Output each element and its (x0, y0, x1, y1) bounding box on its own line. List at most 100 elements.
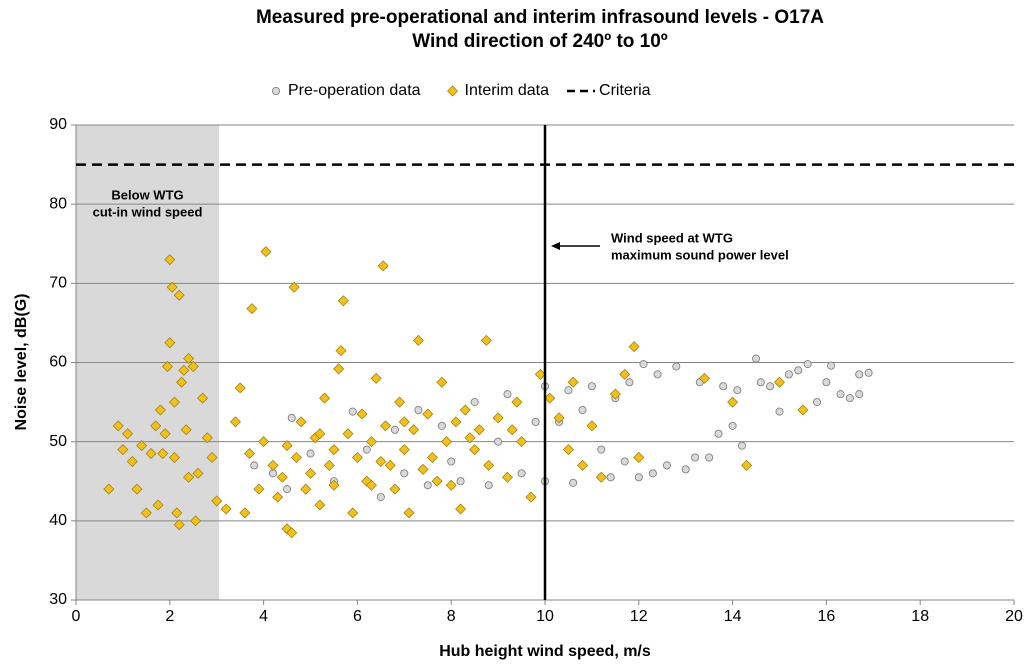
x-tick-label: 0 (72, 608, 81, 625)
data-point (347, 507, 359, 519)
data-point (131, 483, 143, 495)
data-point (348, 407, 357, 416)
data-point (220, 503, 232, 515)
data-point (714, 429, 723, 438)
data-point (112, 420, 124, 432)
data-point (639, 360, 648, 369)
data-point (774, 376, 785, 388)
data-point (587, 382, 596, 391)
data-point (733, 386, 742, 395)
data-point (376, 493, 385, 502)
data-point (157, 448, 169, 460)
data-point (803, 360, 812, 369)
data-point (775, 407, 784, 416)
data-point (662, 461, 671, 470)
legend-label: Criteria (599, 82, 651, 99)
x-tick-label: 20 (1005, 608, 1023, 625)
data-point (534, 368, 546, 380)
data-point (306, 449, 315, 458)
data-point (606, 473, 615, 482)
data-point (473, 424, 485, 436)
data-point (197, 392, 209, 404)
data-point (281, 440, 293, 452)
data-point (705, 453, 714, 462)
data-point (154, 404, 166, 416)
data-point (380, 420, 392, 432)
data-point (752, 354, 761, 363)
data-point (403, 507, 415, 519)
data-point (531, 417, 540, 426)
data-point (426, 452, 438, 463)
data-point (431, 475, 443, 487)
data-point (544, 392, 556, 404)
data-point (305, 467, 316, 479)
data-point (503, 390, 512, 399)
data-point (183, 353, 195, 365)
data-point (176, 376, 188, 388)
legend-label: Pre-operation data (288, 82, 421, 99)
data-point (272, 491, 284, 503)
data-point (314, 499, 326, 511)
data-point (183, 471, 195, 483)
data-point (470, 398, 479, 407)
data-point (370, 372, 382, 384)
data-point (480, 334, 492, 346)
data-point (766, 382, 775, 391)
data-point (794, 366, 803, 375)
data-point (441, 436, 453, 448)
data-point (569, 478, 578, 487)
data-point (288, 281, 300, 293)
data-point (619, 368, 631, 380)
data-point (398, 416, 410, 428)
data-point (166, 281, 178, 293)
data-point (164, 337, 176, 349)
x-tick-label: 2 (165, 608, 174, 625)
data-point (459, 404, 471, 416)
data-point (672, 362, 681, 371)
data-point (567, 376, 579, 388)
data-point (648, 469, 657, 478)
data-point (365, 436, 377, 448)
data-point (103, 483, 115, 495)
data-point (516, 436, 528, 448)
data-point (813, 398, 822, 407)
data-point (855, 370, 864, 379)
data-point (719, 382, 728, 391)
data-point (319, 392, 331, 404)
data-point (267, 459, 279, 471)
data-point (314, 428, 326, 440)
data-point (190, 515, 202, 527)
data-point (501, 471, 513, 483)
data-point (455, 503, 467, 515)
data-point (234, 382, 246, 394)
chart-subtitle: Wind direction of 240º to 10º (412, 31, 668, 52)
x-tick-label: 14 (724, 608, 742, 625)
data-point (447, 457, 456, 466)
legend-marker (447, 85, 459, 97)
data-point (286, 527, 298, 539)
data-point (492, 412, 504, 424)
data-point (356, 408, 368, 420)
annotation-arrowhead (551, 242, 560, 250)
data-point (412, 334, 424, 346)
data-point (450, 416, 462, 428)
data-point (173, 289, 185, 301)
data-point (171, 507, 183, 519)
data-point (864, 368, 873, 377)
data-point (400, 469, 409, 478)
data-point (164, 254, 176, 266)
y-tick-label: 60 (49, 354, 67, 371)
data-point (784, 370, 793, 379)
data-point (389, 483, 401, 495)
data-point (827, 361, 836, 370)
y-tick-label: 40 (49, 512, 67, 529)
data-point (855, 390, 864, 399)
data-point (335, 345, 347, 357)
data-point (436, 376, 448, 388)
data-point (161, 360, 173, 372)
y-tick-label: 30 (49, 591, 67, 608)
data-point (178, 364, 190, 376)
data-point (168, 396, 180, 408)
data-point (445, 479, 457, 491)
data-point (845, 394, 854, 403)
